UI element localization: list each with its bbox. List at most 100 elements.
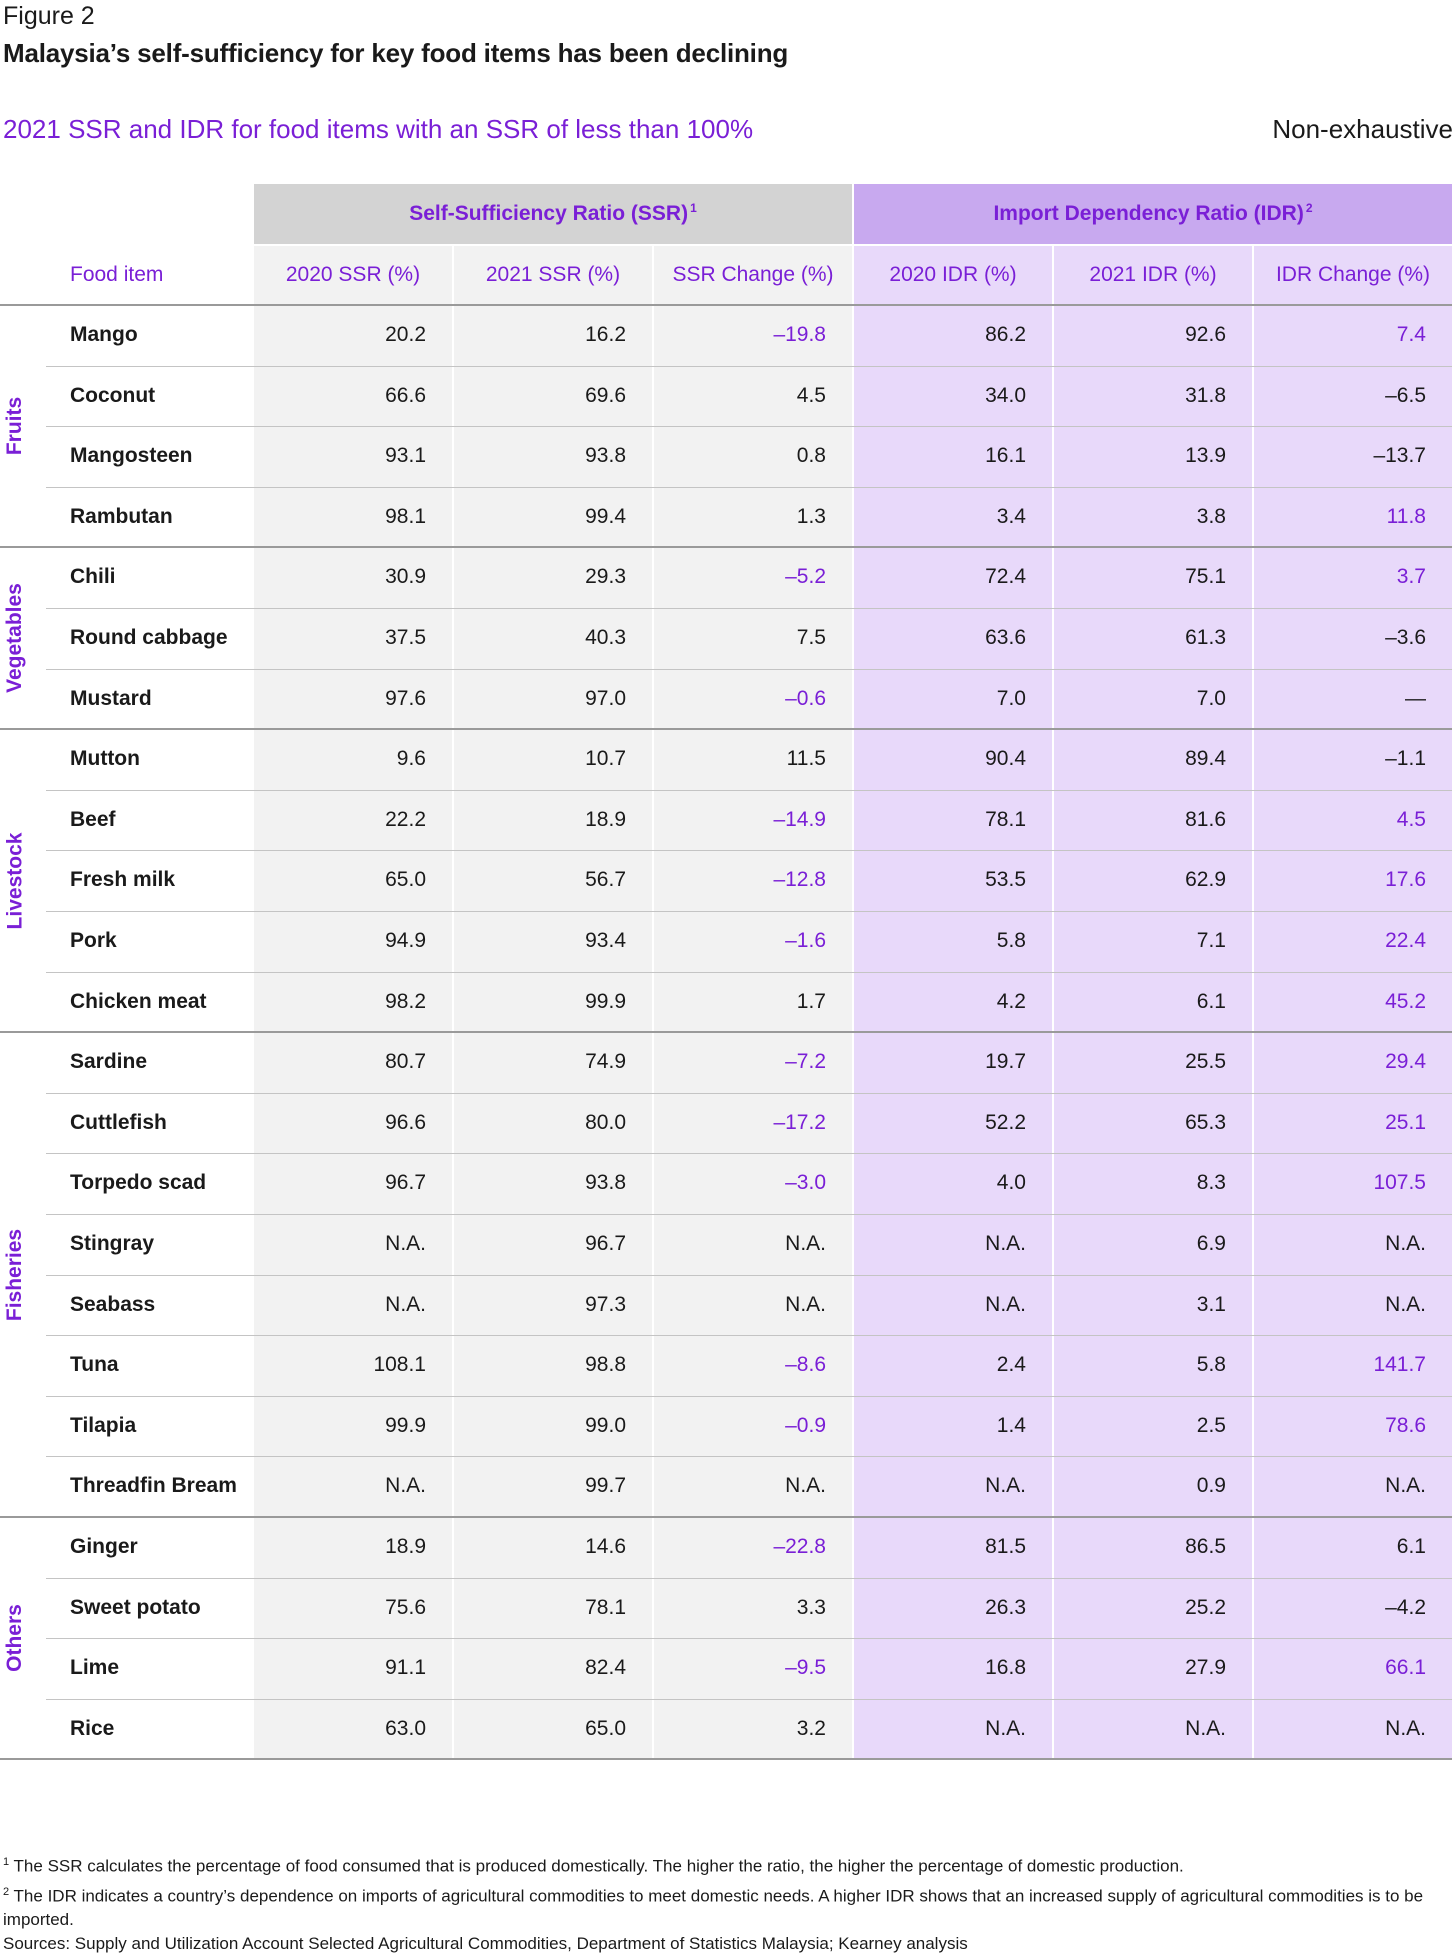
table-cell: –3.6: [1385, 626, 1426, 649]
row-divider: [46, 1395, 1452, 1397]
table-cell: 86.2: [985, 323, 1026, 346]
category-divider: [0, 1031, 1452, 1034]
category-label-others: Others: [0, 1517, 30, 1759]
table-cell: 99.4: [585, 504, 626, 528]
category-label-text: Vegetables: [3, 583, 27, 694]
category-divider: [0, 546, 1452, 549]
food-item-label: Fresh milk: [70, 868, 176, 892]
food-item-label: Sardine: [70, 1050, 148, 1074]
table-cell: 89.4: [1185, 747, 1226, 771]
table-cell: 18.9: [385, 1535, 426, 1558]
table-cell: 96.6: [385, 1110, 426, 1134]
table-cell: 16.8: [985, 1656, 1026, 1680]
column-separator: [1252, 246, 1254, 1760]
category-label-fruits: Fruits: [0, 305, 30, 547]
table-cell: 74.9: [585, 1050, 626, 1074]
table-cell: 1.3: [796, 504, 826, 528]
table-cell: 53.5: [985, 868, 1026, 892]
food-item-label: Mangosteen: [70, 444, 193, 468]
table-cell: 1.4: [996, 1413, 1026, 1437]
footnote-1-text: The SSR calculates the percentage of foo…: [13, 1856, 1184, 1876]
table-cell: 63.6: [985, 626, 1026, 649]
table-cell: 97.3: [585, 1292, 626, 1316]
table-cell: 5.8: [1196, 1353, 1226, 1377]
food-item-label: Chicken meat: [70, 989, 207, 1013]
table-cell: 14.6: [585, 1535, 626, 1558]
table-cell: 56.7: [585, 868, 626, 892]
table-cell: 3.7: [1396, 565, 1426, 589]
table-cell: 11.5: [786, 747, 826, 771]
table-cell: 91.1: [385, 1656, 426, 1680]
table-cell: –4.2: [1385, 1595, 1426, 1619]
table-cell: 20.2: [385, 323, 426, 346]
table-cell: 62.9: [1185, 868, 1226, 892]
food-item-label: Seabass: [70, 1292, 156, 1316]
food-item-label: Threadfin Bream: [70, 1474, 237, 1498]
table-cell: 2.4: [996, 1353, 1026, 1377]
table-cell: –17.2: [773, 1110, 826, 1134]
table-cell: N.A.: [1385, 1232, 1426, 1255]
table-cell: 93.1: [385, 444, 426, 468]
row-divider: [46, 608, 1452, 609]
table-cell: 78.6: [1385, 1413, 1426, 1437]
table-cell: 65.3: [1185, 1110, 1226, 1134]
column-header-food-item: Food item: [70, 263, 164, 286]
non-exhaustive-note: Non-exhaustive: [1272, 114, 1453, 144]
table-cell: 81.5: [985, 1535, 1026, 1558]
table-cell: 108.1: [373, 1353, 426, 1377]
table-cell: 99.0: [585, 1413, 626, 1437]
column-separator: [652, 246, 654, 1760]
table-cell: 52.2: [985, 1110, 1026, 1134]
table-cell: N.A.: [785, 1474, 826, 1498]
table-cell: –22.8: [773, 1535, 826, 1558]
row-divider: [46, 911, 1452, 912]
table-cell: 25.1: [1385, 1110, 1426, 1134]
table-cell: N.A.: [1385, 1292, 1426, 1316]
category-divider: [0, 728, 1452, 731]
table-cell: 97.0: [585, 686, 626, 710]
table-cell: 3.4: [996, 504, 1026, 528]
table-cell: N.A.: [1185, 1716, 1226, 1740]
table-cell: –1.6: [785, 929, 826, 952]
table-cell: 9.6: [396, 747, 426, 771]
table-cell: N.A.: [385, 1292, 426, 1316]
table-cell: N.A.: [385, 1474, 426, 1498]
column-header-3: SSR Change (%): [672, 263, 834, 286]
table-cell: 29.4: [1385, 1050, 1426, 1074]
table-cell: 107.5: [1373, 1171, 1426, 1195]
table-cell: 75.6: [385, 1595, 426, 1619]
table-cell: 3.8: [1196, 504, 1226, 528]
ssr-group-header: Self-Sufficiency Ratio (SSR) 1: [254, 184, 852, 244]
food-item-label: Pork: [70, 929, 117, 952]
table-cell: –3.0: [785, 1171, 826, 1195]
category-label-vegetables: Vegetables: [0, 547, 30, 729]
row-divider: [46, 971, 1452, 973]
food-item-label: Mutton: [70, 747, 140, 771]
row-divider: [46, 668, 1452, 670]
row-divider: [46, 426, 1452, 428]
column-header-5: 2021 IDR (%): [1089, 263, 1217, 286]
table-cell: 61.3: [1185, 626, 1226, 649]
table-cell: –0.9: [785, 1413, 826, 1437]
sources-note: Sources: Supply and Utilization Account …: [3, 1934, 968, 1953]
table-cell: 99.9: [585, 989, 626, 1013]
footnote-2-marker: 2: [3, 1886, 10, 1898]
table-cell: –13.7: [1373, 444, 1426, 468]
table-cell: 5.8: [996, 929, 1026, 952]
table-cell: 7.0: [996, 686, 1026, 710]
table-cell: 19.7: [985, 1050, 1026, 1074]
column-header-1: 2020 SSR (%): [285, 263, 421, 286]
food-item-label: Sweet potato: [70, 1595, 201, 1619]
category-divider: [0, 1516, 1452, 1518]
table-cell: 65.0: [585, 1716, 626, 1740]
food-item-label: Round cabbage: [70, 626, 228, 649]
table-cell: 86.5: [1185, 1535, 1226, 1558]
table-cell: 4.2: [996, 989, 1026, 1013]
category-label-text: Others: [3, 1604, 26, 1673]
table-cell: 65.0: [385, 868, 426, 892]
table-cell: 3.3: [796, 1595, 826, 1619]
table-cell: 141.7: [1373, 1353, 1426, 1377]
figure-label: Figure 2: [3, 2, 95, 30]
table-cell: 4.5: [1396, 807, 1426, 831]
table-cell: 82.4: [585, 1656, 626, 1680]
